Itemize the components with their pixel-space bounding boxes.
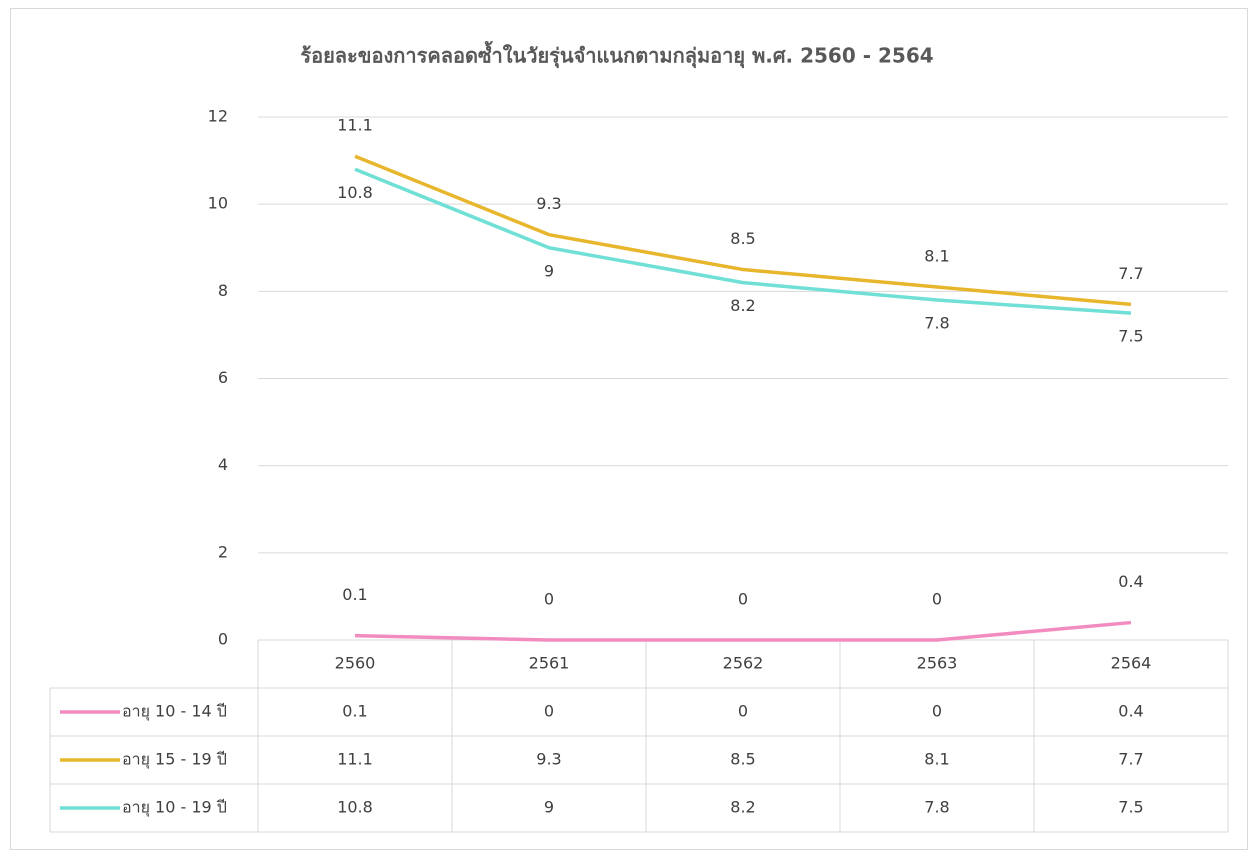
data-label: 8.2 xyxy=(730,296,755,315)
x-tick-label: 2561 xyxy=(529,654,570,673)
data-label: 7.8 xyxy=(924,314,949,333)
data-label: 9 xyxy=(544,261,554,280)
y-tick-label: 2 xyxy=(218,542,228,561)
data-label: 9.3 xyxy=(536,194,561,213)
data-label: 7.5 xyxy=(1118,327,1143,346)
y-tick-label: 4 xyxy=(218,455,228,474)
y-tick-label: 12 xyxy=(208,107,228,126)
x-tick-label: 2562 xyxy=(723,654,764,673)
data-label: 0.1 xyxy=(342,585,367,604)
table-cell: 7.5 xyxy=(1118,798,1143,817)
data-label: 10.8 xyxy=(337,183,373,202)
data-label: 11.1 xyxy=(337,116,373,135)
table-cell: 0 xyxy=(544,702,554,721)
data-label: 0 xyxy=(738,590,748,609)
legend-label: อายุ 10 - 19 ปี xyxy=(122,798,227,818)
table-cell: 8.2 xyxy=(730,798,755,817)
y-tick-label: 6 xyxy=(218,368,228,387)
table-cell: 0.1 xyxy=(342,702,367,721)
table-cell: 8.5 xyxy=(730,750,755,769)
table-cell: 0 xyxy=(738,702,748,721)
series-line xyxy=(354,167,1132,315)
table-cell: 7.7 xyxy=(1118,750,1143,769)
table-cell: 8.1 xyxy=(924,750,949,769)
x-tick-label: 2564 xyxy=(1111,654,1152,673)
y-tick-label: 0 xyxy=(218,630,228,649)
legend-label: อายุ 10 - 14 ปี xyxy=(122,702,227,722)
data-label: 8.1 xyxy=(924,246,949,265)
data-label: 0.4 xyxy=(1118,572,1143,591)
data-label: 7.7 xyxy=(1118,264,1143,283)
series-line xyxy=(354,154,1132,307)
x-tick-label: 2560 xyxy=(335,654,376,673)
x-tick-label: 2563 xyxy=(917,654,958,673)
legend-label: อายุ 15 - 19 ปี xyxy=(122,750,227,770)
table-cell: 0 xyxy=(932,702,942,721)
table-cell: 9.3 xyxy=(536,750,561,769)
table-cell: 7.8 xyxy=(924,798,949,817)
y-tick-label: 8 xyxy=(218,281,228,300)
data-label: 8.5 xyxy=(730,229,755,248)
table-cell: 9 xyxy=(544,798,554,817)
table-cell: 0.4 xyxy=(1118,702,1143,721)
y-tick-label: 10 xyxy=(208,194,228,213)
table-cell: 10.8 xyxy=(337,798,373,817)
data-label: 0 xyxy=(932,590,942,609)
data-label: 0 xyxy=(544,590,554,609)
chart-border xyxy=(10,8,1248,850)
series-line xyxy=(354,620,1132,642)
table-cell: 11.1 xyxy=(337,750,373,769)
chart-title: ร้อยละของการคลอดซ้ำในวัยรุ่นจำแนกตามกลุ่… xyxy=(300,41,933,69)
